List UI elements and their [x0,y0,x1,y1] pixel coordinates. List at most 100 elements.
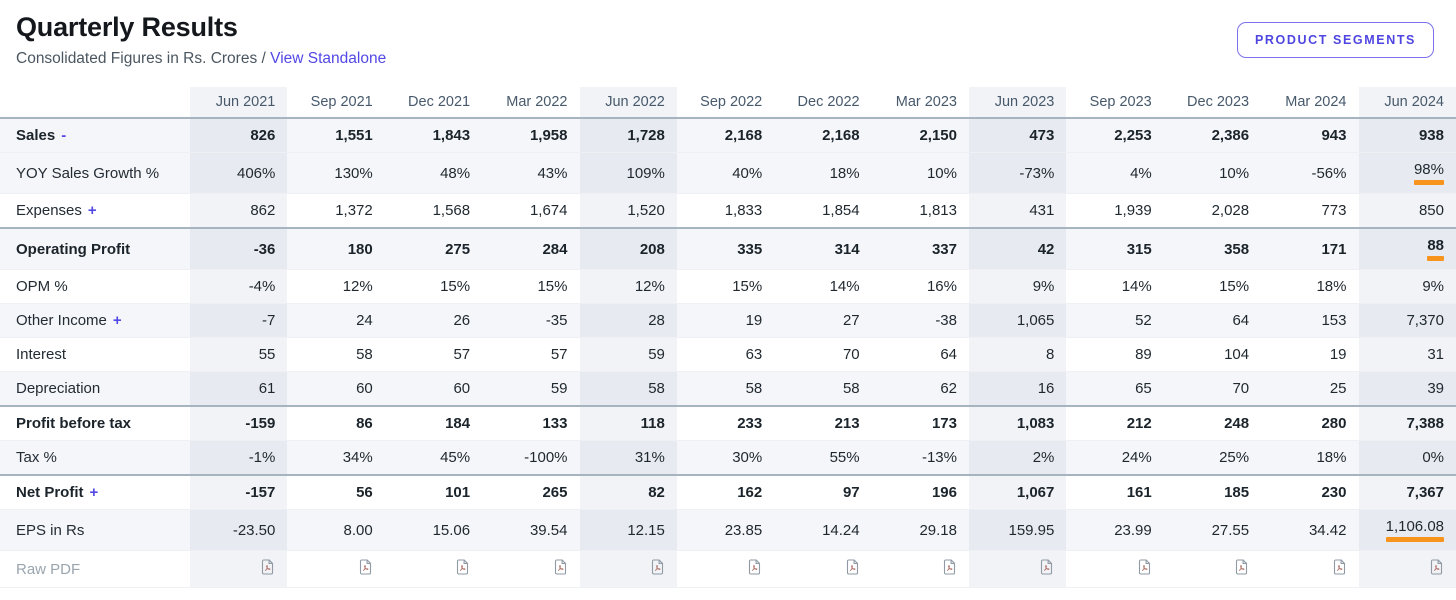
pdf-file-icon [1041,559,1053,575]
results-table: Jun 2021 Sep 2021 Dec 2021 Mar 2022 Jun 2022… [0,87,1456,588]
value-cell: 98% [1414,161,1444,185]
pdf-file-icon [554,559,566,575]
value-cell: 7,388 [1406,415,1444,432]
raw-pdf-link[interactable] [747,559,762,575]
pdf-file-icon [359,559,371,575]
value-cell: 314 [834,240,860,258]
row-label: Profit before tax [16,415,132,432]
value-cell: 26 [453,312,471,329]
value-cell: 27 [842,312,860,329]
value-cell: 23.85 [724,521,763,539]
column-header: Mar 2024 [1261,87,1359,119]
value-cell: 162 [737,484,763,501]
column-header: Jun 2023 [969,87,1067,119]
value-cell: 406% [237,164,276,182]
value-cell: 10% [1219,164,1250,182]
value-cell: 208 [639,240,665,258]
value-cell: 31 [1427,346,1444,363]
expand-toggle[interactable]: + [87,202,97,219]
row-label: Net Profit [16,484,84,501]
pdf-file-icon [846,559,858,575]
value-cell: 1,372 [335,202,373,219]
value-cell: 64 [940,346,957,363]
value-cell: 133 [542,415,568,432]
value-cell: 31% [634,449,665,466]
value-cell: 1,958 [529,127,568,144]
value-cell: 48% [440,164,471,182]
value-cell: 65 [1135,380,1152,397]
value-cell: 24% [1121,449,1152,466]
value-cell: 88 [1427,237,1444,261]
value-cell: 14% [829,278,860,295]
collapse-toggle[interactable]: - [61,127,67,144]
pdf-file-icon [262,559,274,575]
column-header: Dec 2023 [1163,87,1262,119]
value-cell: 62 [940,380,957,397]
table-row: OPM % -4% 12% 15% 15% 12% 15% 14% 16% 9% 14% 15% 18%… [0,269,1456,304]
row-label: Sales [16,127,56,144]
view-standalone-link[interactable]: View Standalone [270,50,387,67]
raw-pdf-link[interactable] [650,559,665,575]
row-label: Interest [16,346,67,363]
raw-pdf-link[interactable] [1137,559,1152,575]
value-cell: 2,168 [724,127,763,144]
pdf-file-icon [457,559,469,575]
subtitle-text: Consolidated Figures in Rs. Crores / [16,50,266,67]
value-cell: 56 [356,484,373,501]
value-cell: 19 [745,312,763,329]
table-row: Net Profit + -157 56 101 265 82 162 97 196 1,067 16… [0,474,1456,510]
value-cell: 2,150 [919,127,957,144]
pdf-file-icon [749,559,761,575]
column-header: Sep 2021 [287,87,385,119]
table-row: Profit before tax -159 86 184 133 118 233 213 17… [0,405,1456,441]
expand-toggle[interactable]: + [89,484,99,501]
value-cell: 171 [1321,240,1347,258]
value-cell: 15.06 [432,521,471,539]
value-cell: 27.55 [1211,521,1250,539]
column-header: Dec 2022 [774,87,872,119]
value-cell: 265 [542,484,568,501]
raw-pdf-link[interactable] [1429,559,1444,575]
raw-pdf-link[interactable] [358,559,373,575]
value-cell: 57 [550,346,568,363]
expand-toggle[interactable]: + [112,312,122,329]
row-label: Tax % [16,449,57,466]
value-cell: 16 [1037,380,1055,397]
row-label: YOY Sales Growth % [16,164,160,182]
value-cell: 15% [1219,278,1250,295]
table-row: EPS in Rs -23.50 8.00 15.06 39.54 12.15 23.85 1… [0,509,1456,551]
value-cell: 28 [648,312,665,329]
value-cell: 40% [732,164,763,182]
raw-pdf-link[interactable] [1332,559,1347,575]
value-cell: 0% [1422,449,1444,466]
raw-pdf-link[interactable] [942,559,957,575]
value-cell: 248 [1224,415,1250,432]
column-header: Mar 2022 [482,87,580,119]
table-row: Depreciation 61 60 60 59 58 58 58 62 16 65 70 25 39 [0,371,1456,407]
value-cell: 184 [445,415,471,432]
page-title: Quarterly Results [16,12,238,42]
value-cell: 14.24 [822,521,860,539]
row-label: Expenses [16,202,82,219]
raw-pdf-link[interactable] [553,559,568,575]
value-cell: 39 [1427,380,1444,397]
value-cell: -157 [245,484,276,501]
value-cell: 59 [550,380,568,397]
value-cell: 82 [648,484,665,501]
value-cell: 173 [931,415,957,432]
product-segments-button[interactable]: PRODUCT SEGMENTS [1236,21,1434,58]
raw-pdf-link[interactable] [845,559,860,575]
raw-pdf-link[interactable] [455,559,470,575]
value-cell: 1,813 [919,202,957,219]
row-label: Other Income [16,312,107,329]
value-cell: 18% [1316,449,1347,466]
raw-pdf-link[interactable] [260,559,275,575]
raw-pdf-link[interactable] [1234,559,1249,575]
value-cell: 43% [537,164,568,182]
value-cell: 34.42 [1308,521,1347,539]
table-row: Raw PDF [0,550,1456,588]
value-cell: 431 [1029,202,1055,219]
raw-pdf-link[interactable] [1039,559,1054,575]
value-cell: 12% [634,278,665,295]
value-cell: -159 [245,415,276,432]
